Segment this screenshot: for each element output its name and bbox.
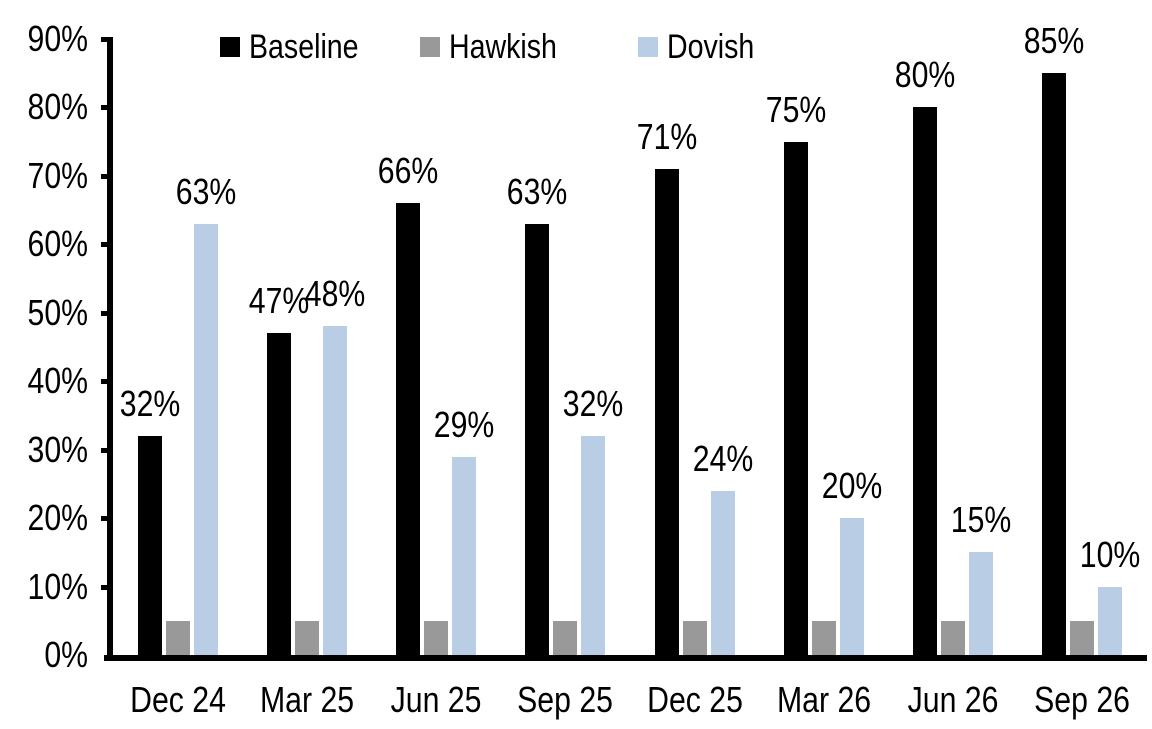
baseline-bar: [396, 203, 421, 655]
x-axis-line: [104, 655, 1147, 661]
hawkish-bar: [553, 620, 578, 655]
y-axis-tick: [101, 584, 113, 590]
legend-label-dovish-text: Dovish: [667, 28, 755, 66]
x-axis-label: Jun 25: [390, 679, 482, 720]
y-axis-tick: [101, 516, 113, 522]
data-label: 71%: [636, 116, 697, 158]
dovish-bar: [969, 552, 994, 655]
y-axis-tick: [101, 37, 113, 42]
data-label: 47%: [248, 280, 310, 322]
x-axis-label: Sep 25: [517, 679, 614, 720]
legend-item-dovish: Dovish: [638, 28, 771, 66]
dovish-bar: [193, 223, 218, 655]
baseline-bar: [525, 223, 550, 655]
legend-label-hawkish: Hawkish: [449, 28, 577, 66]
dovish-bar: [1098, 586, 1123, 655]
y-axis-line: [107, 37, 113, 661]
data-label: 20%: [821, 465, 883, 507]
baseline-bar: [913, 107, 938, 655]
legend-swatch-hawkish: [420, 37, 440, 57]
data-label: 80%: [894, 54, 956, 96]
data-label: 48%: [304, 273, 366, 315]
y-axis-tick: [101, 242, 113, 248]
x-axis-label: Dec 25: [646, 679, 743, 720]
x-axis-label: Sep 26: [1034, 679, 1131, 720]
y-axis-tick: [101, 379, 113, 385]
x-axis-label: Dec 24: [129, 679, 226, 720]
y-axis-label: 30%: [27, 428, 88, 470]
hawkish-bar: [1070, 620, 1095, 655]
data-label: 24%: [692, 437, 753, 479]
dovish-bar: [322, 326, 347, 655]
y-axis-label: 40%: [27, 360, 88, 402]
data-label: 85%: [1024, 20, 1085, 62]
dovish-bar: [452, 456, 477, 655]
y-axis-label: 50%: [27, 291, 88, 333]
y-axis-label: 60%: [27, 223, 88, 265]
baseline-bar: [654, 169, 679, 655]
legend-label-baseline: Baseline: [249, 28, 379, 66]
hawkish-bar: [294, 620, 319, 655]
dovish-bar: [710, 490, 735, 655]
data-label: 32%: [563, 382, 624, 424]
dovish-bar: [839, 518, 864, 655]
data-label: 66%: [377, 150, 439, 192]
data-label: 75%: [765, 88, 827, 130]
legend-label-baseline-text: Baseline: [249, 28, 359, 66]
baseline-bar: [137, 435, 162, 655]
hawkish-bar: [682, 620, 707, 655]
data-label: 15%: [950, 499, 1012, 541]
y-axis-label: 10%: [27, 565, 88, 607]
y-axis-label: 70%: [27, 154, 88, 196]
hawkish-bar: [941, 620, 966, 655]
x-axis-label: Mar 26: [776, 679, 871, 720]
legend-item-baseline: Baseline: [220, 28, 379, 66]
x-axis-label: Mar 25: [259, 679, 354, 720]
y-axis-label: 90%: [27, 18, 88, 59]
y-axis-tick: [101, 105, 113, 111]
legend-swatch-dovish: [638, 37, 658, 57]
y-axis-tick: [101, 173, 113, 179]
y-axis-label: 0%: [44, 634, 88, 675]
y-axis-tick: [101, 447, 113, 453]
baseline-bar: [783, 141, 808, 655]
data-label: 32%: [119, 382, 180, 424]
hawkish-bar: [165, 620, 190, 655]
hawkish-bar: [424, 620, 449, 655]
dovish-bar: [581, 435, 606, 655]
y-axis-tick: [101, 310, 113, 316]
y-axis-label: 20%: [27, 497, 88, 539]
baseline-bar: [1042, 73, 1067, 655]
legend-label-dovish: Dovish: [667, 28, 771, 66]
legend-label-hawkish-text: Hawkish: [449, 28, 557, 66]
chart-legend: Baseline Hawkish Dovish: [0, 0, 1152, 70]
legend-item-hawkish: Hawkish: [420, 28, 577, 66]
baseline-bar: [266, 333, 291, 655]
y-axis-label: 80%: [27, 86, 88, 128]
x-axis-label: Jun 26: [907, 679, 999, 720]
data-label: 63%: [175, 170, 236, 212]
legend-swatch-baseline: [220, 37, 240, 57]
data-label: 29%: [433, 403, 495, 445]
hawkish-bar: [811, 620, 836, 655]
data-label: 10%: [1080, 533, 1141, 575]
data-label: 63%: [507, 170, 568, 212]
